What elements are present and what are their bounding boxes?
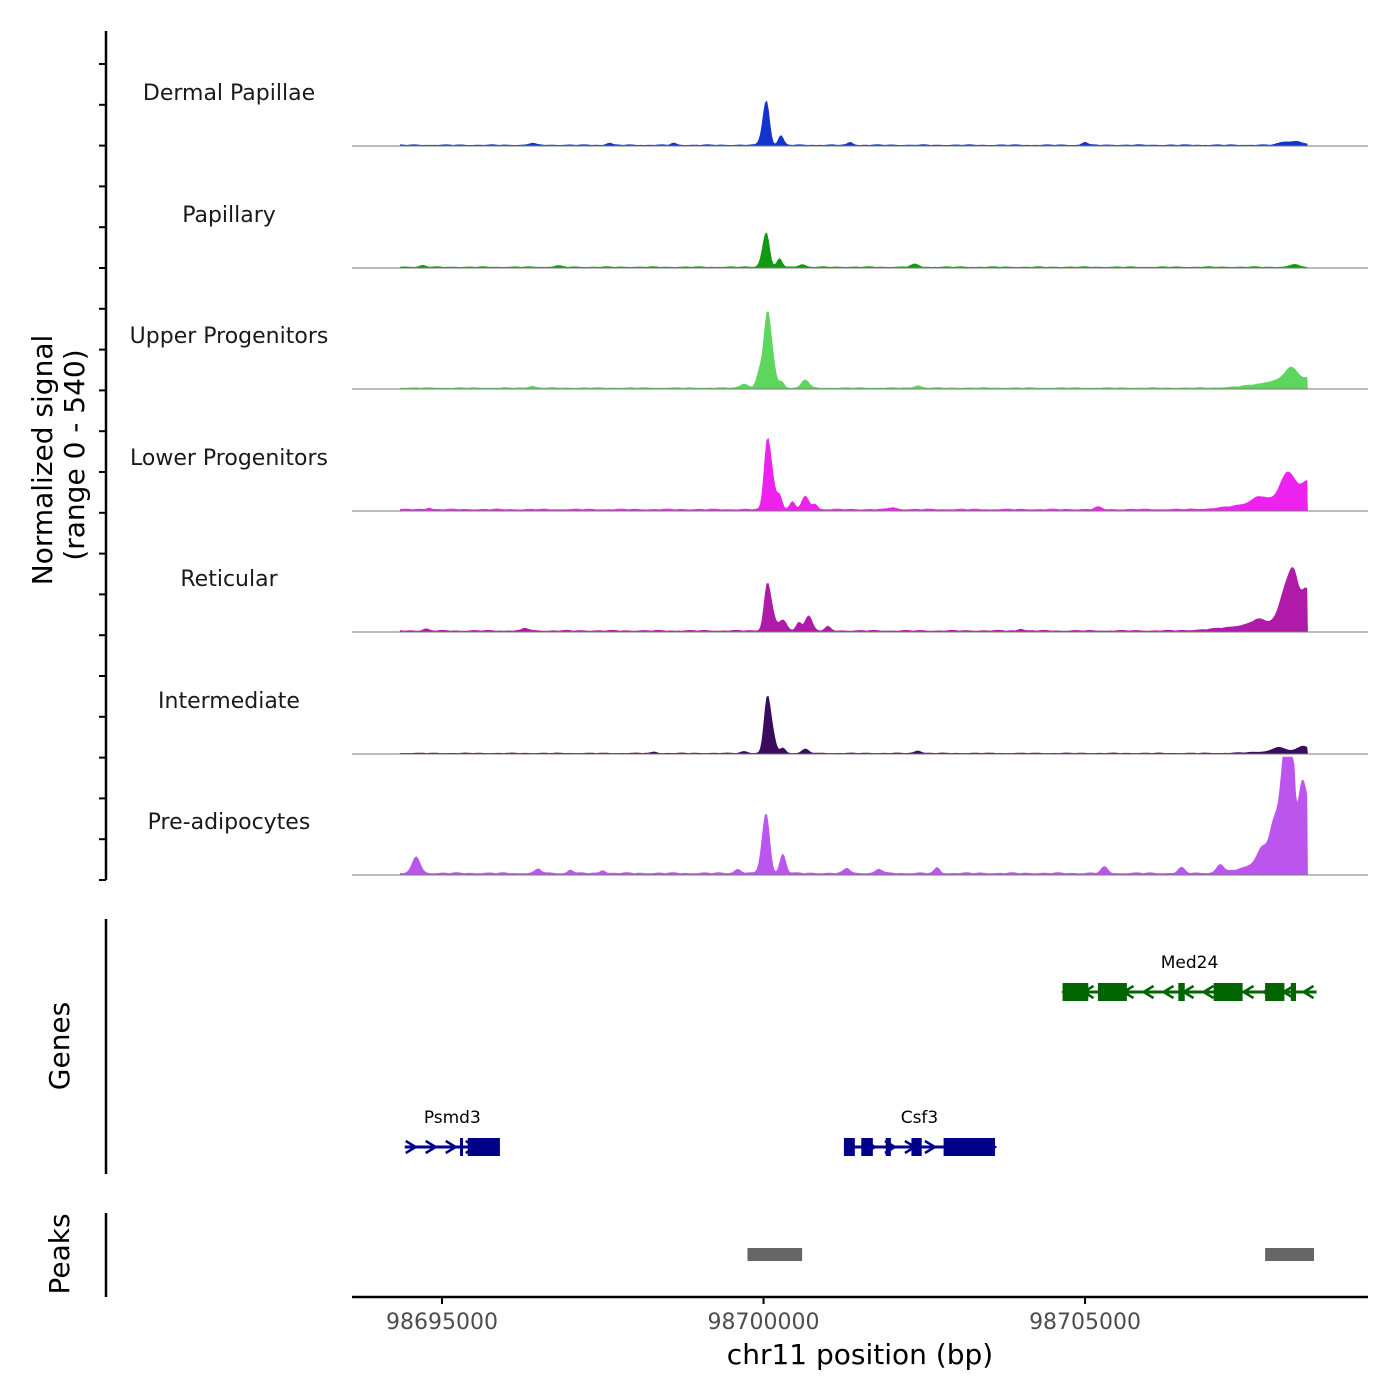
x-tick-label: 98695000 [386,1310,498,1335]
gene-exon [861,1138,873,1156]
strand-chevron [1301,984,1315,1000]
coverage-area [399,756,1308,876]
gene-exon [911,1138,922,1156]
track-upper-progenitors: Upper Progenitors [130,311,1368,390]
gene-track: Med24 Psmd3 Csf3 [404,953,1317,1156]
coverage-area [399,311,1308,390]
gene-exon [460,1138,464,1156]
coverage-area [399,437,1308,512]
peak-region [1265,1248,1314,1261]
left-axes [99,31,108,1297]
peak-track [747,1248,1314,1261]
strand-chevron [1161,984,1175,1000]
genes-axis-label: Genes [43,1002,76,1090]
track-reticular: Reticular [180,566,1368,633]
x-tick-label: 98705000 [1029,1310,1141,1335]
coverage-tracks: Dermal Papillae Papillary Upper Progenitor… [130,81,1368,876]
x-axis-label: chr11 position (bp) [727,1338,993,1371]
y-axis-label-line1: Normalized signal [26,335,59,586]
track-papillary: Papillary [182,203,1368,269]
track-label: Lower Progenitors [130,446,328,471]
gene-exon [1097,983,1127,1001]
coverage-area [399,232,1309,269]
coverage-area [399,696,1308,755]
x-axis: 98695000 98700000 98705000 [352,1295,1368,1335]
gene-exon [1265,983,1285,1001]
track-label: Intermediate [158,689,300,714]
strand-chevron [405,1139,419,1155]
gene-exon [1178,983,1185,1001]
coverage-area [399,566,1308,633]
coverage-area [399,100,1309,147]
gene-exon [1290,983,1296,1001]
track-dermal-papillae: Dermal Papillae [143,81,1368,147]
gene-exon [1062,983,1089,1001]
track-lower-progenitors: Lower Progenitors [130,437,1368,512]
gene-psmd3: Psmd3 [404,1108,500,1156]
y-axis-label-line2: (range 0 - 540) [58,349,91,560]
track-label: Pre-adipocytes [148,810,311,835]
gene-csf3: Csf3 [843,1108,998,1156]
strand-chevron [425,1139,439,1155]
gene-exon [885,1138,891,1156]
track-label: Papillary [182,203,276,228]
peaks-axis-label: Peaks [43,1213,76,1294]
strand-chevron [445,1139,459,1155]
gene-exon [843,1138,855,1156]
gene-label: Csf3 [901,1108,939,1128]
track-label: Upper Progenitors [130,324,329,349]
gene-exon [943,1138,996,1156]
strand-chevron [924,1139,938,1155]
track-pre-adipocytes: Pre-adipocytes [148,756,1368,876]
track-intermediate: Intermediate [158,689,1368,755]
strand-chevron [1141,984,1155,1000]
track-label: Dermal Papillae [143,81,315,106]
strand-chevron [1201,984,1215,1000]
track-label: Reticular [180,567,278,592]
gene-label: Med24 [1161,953,1219,973]
gene-med24: Med24 [1061,953,1317,1001]
x-tick-label: 98700000 [708,1310,820,1335]
strand-chevron [1241,984,1255,1000]
gene-label: Psmd3 [424,1108,481,1128]
gene-exon [1213,983,1243,1001]
peak-region [747,1248,803,1261]
gene-exon [467,1138,500,1156]
